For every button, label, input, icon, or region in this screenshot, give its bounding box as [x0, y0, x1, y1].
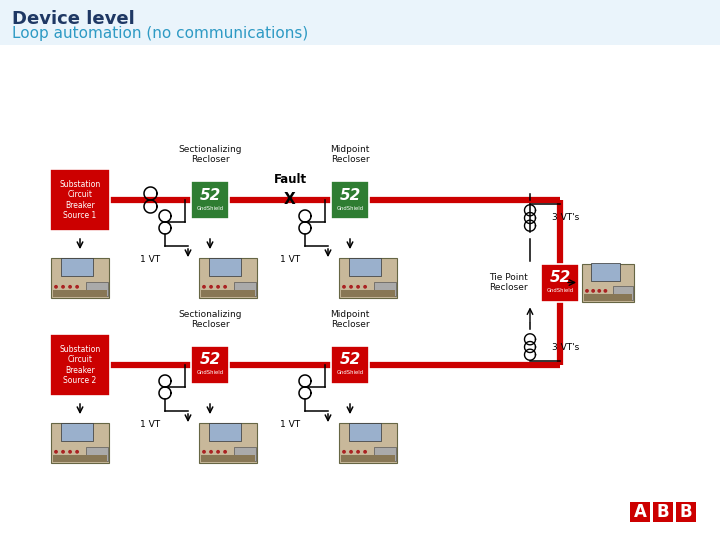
- Circle shape: [343, 450, 345, 453]
- FancyBboxPatch shape: [191, 346, 229, 384]
- Circle shape: [357, 286, 359, 288]
- FancyBboxPatch shape: [331, 181, 369, 219]
- Circle shape: [350, 450, 352, 453]
- Circle shape: [217, 450, 220, 453]
- Text: 3 VT's: 3 VT's: [552, 342, 580, 352]
- FancyBboxPatch shape: [51, 423, 109, 463]
- FancyBboxPatch shape: [582, 264, 634, 301]
- FancyBboxPatch shape: [86, 447, 108, 461]
- Circle shape: [343, 286, 345, 288]
- FancyBboxPatch shape: [339, 258, 397, 298]
- FancyBboxPatch shape: [50, 169, 110, 231]
- FancyBboxPatch shape: [541, 264, 579, 301]
- FancyBboxPatch shape: [653, 502, 673, 522]
- FancyBboxPatch shape: [676, 502, 696, 522]
- Circle shape: [364, 450, 366, 453]
- FancyBboxPatch shape: [591, 264, 620, 280]
- Text: X: X: [284, 192, 296, 206]
- FancyBboxPatch shape: [53, 290, 107, 297]
- Text: GndShield: GndShield: [197, 206, 224, 211]
- FancyBboxPatch shape: [349, 423, 381, 441]
- Circle shape: [604, 289, 606, 292]
- Text: Midpoint
Recloser: Midpoint Recloser: [330, 309, 369, 329]
- Text: GndShield: GndShield: [546, 288, 574, 293]
- FancyBboxPatch shape: [61, 423, 93, 441]
- Circle shape: [76, 286, 78, 288]
- Circle shape: [586, 289, 588, 292]
- FancyBboxPatch shape: [234, 282, 256, 296]
- Text: Sectionalizing
Recloser: Sectionalizing Recloser: [179, 309, 242, 329]
- Text: GndShield: GndShield: [197, 370, 224, 375]
- Text: Sectionalizing
Recloser: Sectionalizing Recloser: [179, 145, 242, 164]
- FancyBboxPatch shape: [209, 423, 241, 441]
- Text: 52: 52: [339, 187, 361, 202]
- Circle shape: [69, 286, 71, 288]
- FancyBboxPatch shape: [349, 258, 381, 276]
- Text: 52: 52: [549, 270, 571, 285]
- Text: B: B: [680, 503, 693, 521]
- FancyBboxPatch shape: [341, 455, 395, 462]
- FancyBboxPatch shape: [199, 258, 257, 298]
- Circle shape: [357, 450, 359, 453]
- Text: Midpoint
Recloser: Midpoint Recloser: [330, 145, 369, 164]
- Text: Substation
Circuit
Breaker
Source 1: Substation Circuit Breaker Source 1: [59, 180, 101, 220]
- Circle shape: [76, 450, 78, 453]
- Circle shape: [62, 450, 64, 453]
- FancyBboxPatch shape: [201, 455, 255, 462]
- FancyBboxPatch shape: [341, 290, 395, 297]
- FancyBboxPatch shape: [50, 334, 110, 396]
- Circle shape: [210, 450, 212, 453]
- FancyBboxPatch shape: [234, 447, 256, 461]
- Text: GndShield: GndShield: [336, 206, 364, 211]
- Text: Loop automation (no communications): Loop automation (no communications): [12, 26, 308, 41]
- Circle shape: [62, 286, 64, 288]
- Text: 52: 52: [199, 353, 220, 368]
- Text: 3 VT's: 3 VT's: [552, 213, 580, 222]
- FancyBboxPatch shape: [201, 290, 255, 297]
- Text: B: B: [657, 503, 670, 521]
- Circle shape: [224, 450, 226, 453]
- FancyBboxPatch shape: [199, 423, 257, 463]
- FancyBboxPatch shape: [51, 258, 109, 298]
- FancyBboxPatch shape: [86, 282, 108, 296]
- Text: 1 VT: 1 VT: [140, 255, 160, 264]
- Text: Tie Point
Recloser: Tie Point Recloser: [489, 273, 527, 292]
- Circle shape: [592, 289, 594, 292]
- Text: 52: 52: [199, 187, 220, 202]
- Circle shape: [598, 289, 600, 292]
- FancyBboxPatch shape: [0, 0, 720, 45]
- FancyBboxPatch shape: [61, 258, 93, 276]
- Circle shape: [350, 286, 352, 288]
- FancyBboxPatch shape: [374, 282, 396, 296]
- FancyBboxPatch shape: [53, 455, 107, 462]
- Text: Substation
Circuit
Breaker
Source 2: Substation Circuit Breaker Source 2: [59, 345, 101, 385]
- Circle shape: [364, 286, 366, 288]
- Circle shape: [55, 450, 57, 453]
- Text: 1 VT: 1 VT: [280, 255, 300, 264]
- Text: Fault: Fault: [274, 173, 307, 186]
- FancyBboxPatch shape: [339, 423, 397, 463]
- Circle shape: [203, 286, 205, 288]
- Circle shape: [203, 450, 205, 453]
- Text: A: A: [634, 503, 647, 521]
- Circle shape: [217, 286, 220, 288]
- Circle shape: [224, 286, 226, 288]
- Text: 1 VT: 1 VT: [280, 420, 300, 429]
- FancyBboxPatch shape: [584, 294, 632, 300]
- FancyBboxPatch shape: [331, 346, 369, 384]
- Text: GndShield: GndShield: [336, 370, 364, 375]
- Text: 52: 52: [339, 353, 361, 368]
- FancyBboxPatch shape: [613, 286, 633, 300]
- Text: 1 VT: 1 VT: [140, 420, 160, 429]
- FancyBboxPatch shape: [374, 447, 396, 461]
- Circle shape: [69, 450, 71, 453]
- FancyBboxPatch shape: [191, 181, 229, 219]
- Circle shape: [55, 286, 57, 288]
- FancyBboxPatch shape: [209, 258, 241, 276]
- Circle shape: [210, 286, 212, 288]
- FancyBboxPatch shape: [630, 502, 650, 522]
- Text: Device level: Device level: [12, 10, 135, 28]
